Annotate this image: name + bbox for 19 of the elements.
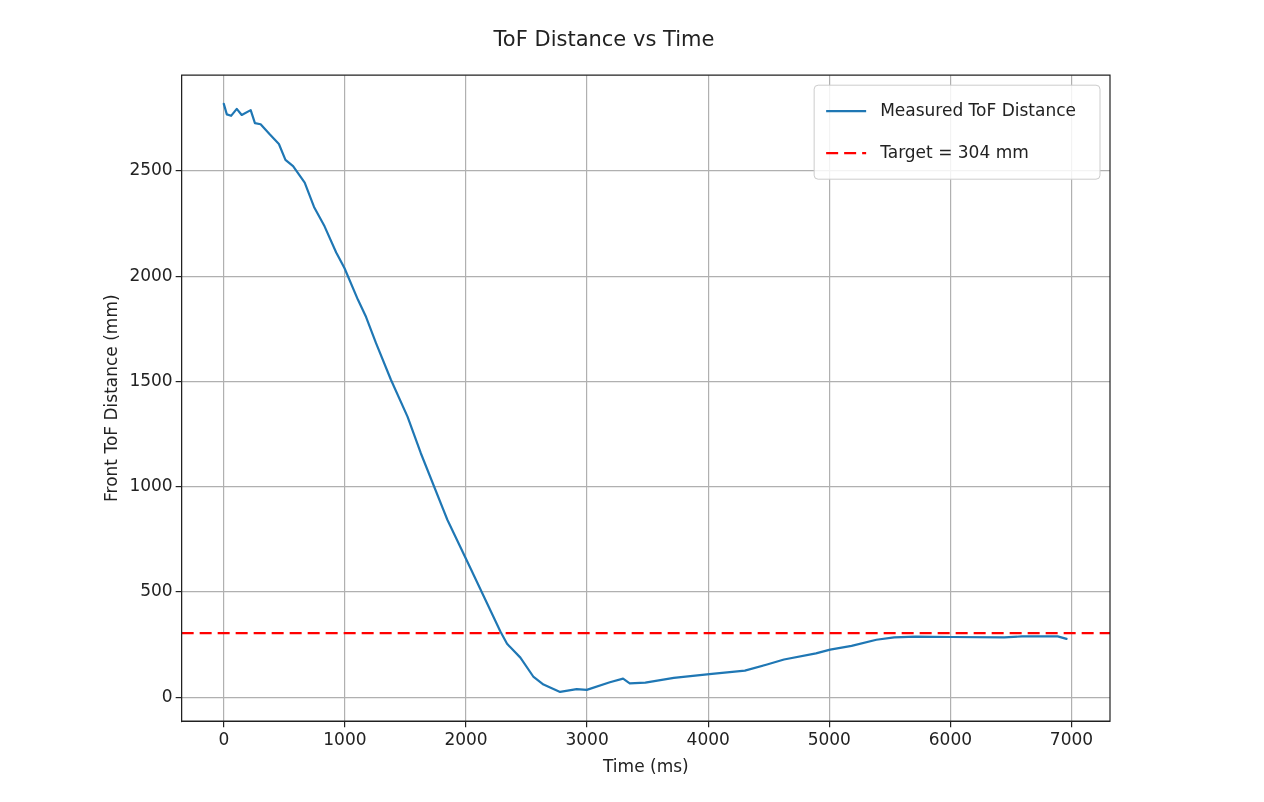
x-tick-label: 7000 xyxy=(1049,728,1094,749)
x-tick-label: 3000 xyxy=(565,728,609,749)
y-axis-title: Front ToF Distance (mm) xyxy=(100,294,121,502)
x-tick-label: 1000 xyxy=(323,728,367,749)
y-tick-label: 0 xyxy=(161,685,173,706)
chart-title: ToF Distance vs Time xyxy=(492,27,715,52)
legend-label: Target = 304 mm xyxy=(879,141,1029,162)
y-tick-label: 1000 xyxy=(129,475,173,496)
x-tick-label: 0 xyxy=(218,728,230,749)
x-tick-label: 5000 xyxy=(807,728,851,749)
x-tick-label: 2000 xyxy=(444,728,488,749)
x-tick-label: 6000 xyxy=(928,728,973,749)
y-tick-label: 500 xyxy=(140,580,173,601)
legend-label: Measured ToF Distance xyxy=(880,99,1076,120)
y-tick-label: 1500 xyxy=(129,369,173,390)
y-tick-label: 2500 xyxy=(129,159,173,180)
y-tick-label: 2000 xyxy=(129,264,173,285)
x-tick-label: 4000 xyxy=(686,728,730,749)
x-axis-title: Time (ms) xyxy=(601,756,689,777)
